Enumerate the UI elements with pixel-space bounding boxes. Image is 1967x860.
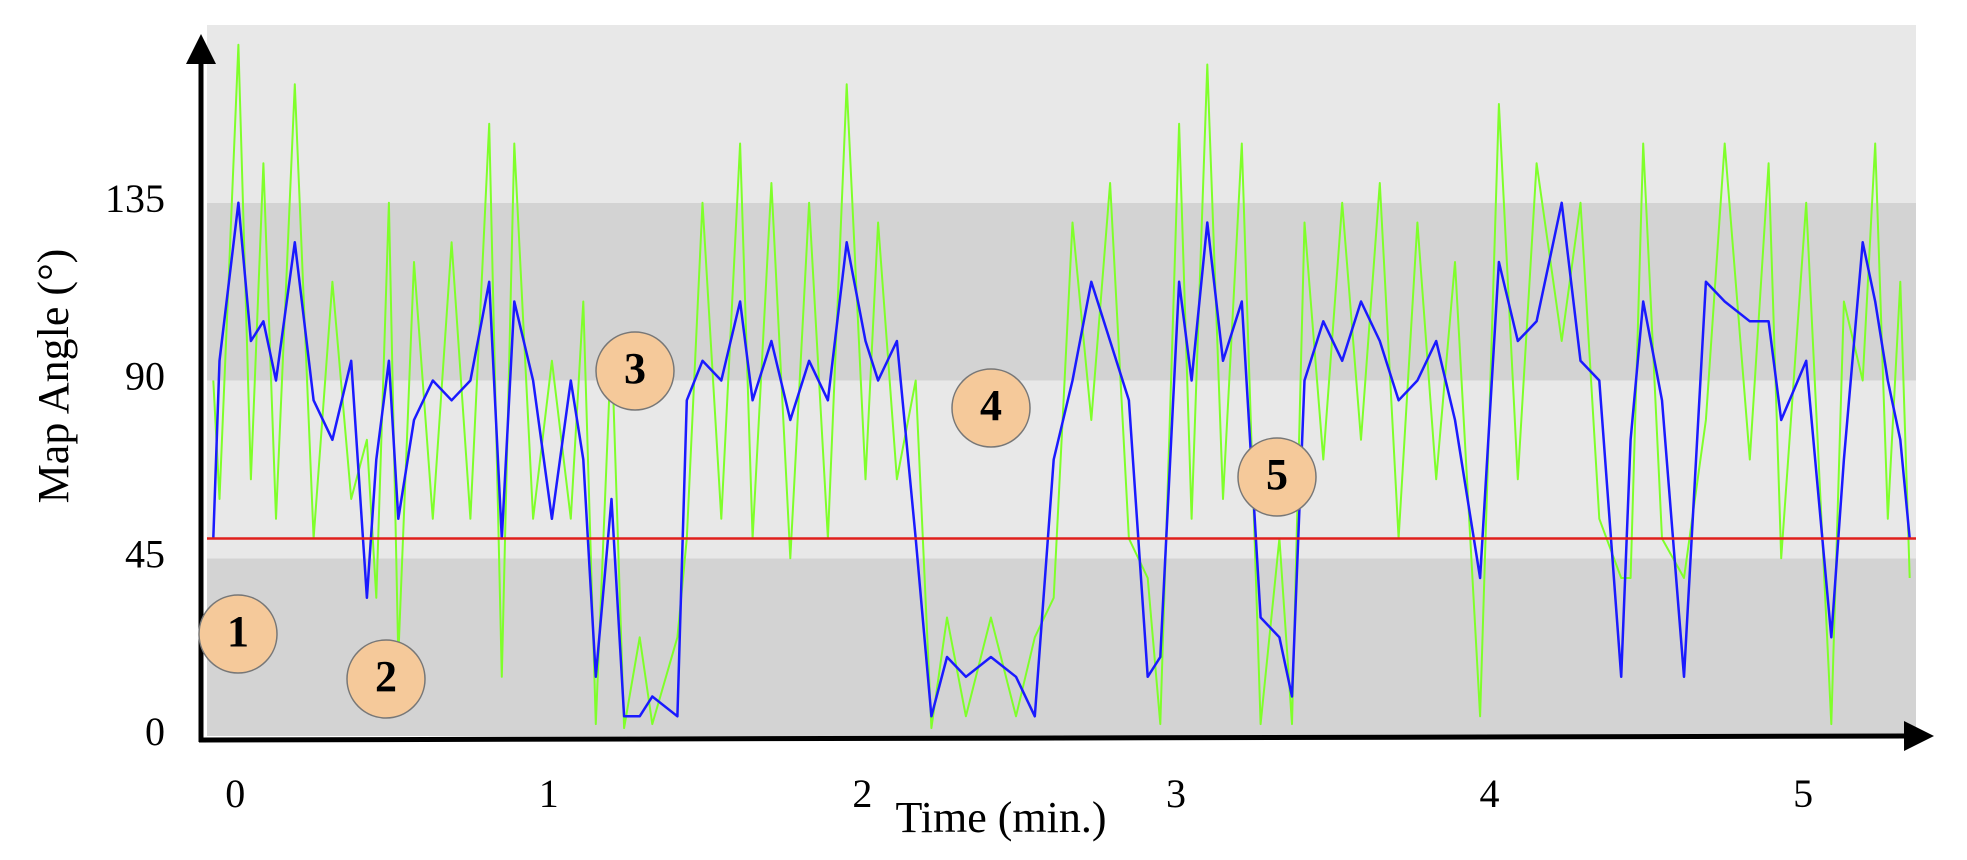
annotation-circle xyxy=(1237,437,1317,517)
annotation-label: 1 xyxy=(227,607,249,656)
x-tick-label: 4 xyxy=(1480,771,1500,816)
x-tick-label: 0 xyxy=(225,771,245,816)
annotation-label: 5 xyxy=(1266,450,1288,499)
y-tick-label: 135 xyxy=(105,176,165,221)
y-tick-label: 90 xyxy=(125,354,165,399)
annotation-circle xyxy=(595,331,675,411)
annotation-label: 3 xyxy=(624,344,646,393)
x-axis xyxy=(198,721,1934,752)
annotation-circle xyxy=(346,639,426,719)
x-tick-label: 2 xyxy=(852,771,872,816)
x-axis-label: Time (min.) xyxy=(895,793,1106,842)
annotation-circle xyxy=(198,594,278,674)
annotation-circle xyxy=(951,368,1031,448)
x-tick-label: 1 xyxy=(539,771,559,816)
annotation-label: 2 xyxy=(375,652,397,701)
x-tick-label: 5 xyxy=(1793,771,1813,816)
lines xyxy=(207,43,1916,730)
y-tick-label: 45 xyxy=(125,531,165,576)
y-tick-label: 0 xyxy=(145,709,165,754)
bands xyxy=(207,25,1916,736)
annotation-label: 4 xyxy=(980,381,1002,430)
x-tick-label: 3 xyxy=(1166,771,1186,816)
series-line xyxy=(212,201,1911,718)
y-axis-label: Map Angle (°) xyxy=(29,249,78,504)
band xyxy=(207,25,1916,203)
annotations: 1 2 3 4 5 xyxy=(198,331,1317,719)
band xyxy=(207,202,1916,381)
band xyxy=(207,558,1916,736)
